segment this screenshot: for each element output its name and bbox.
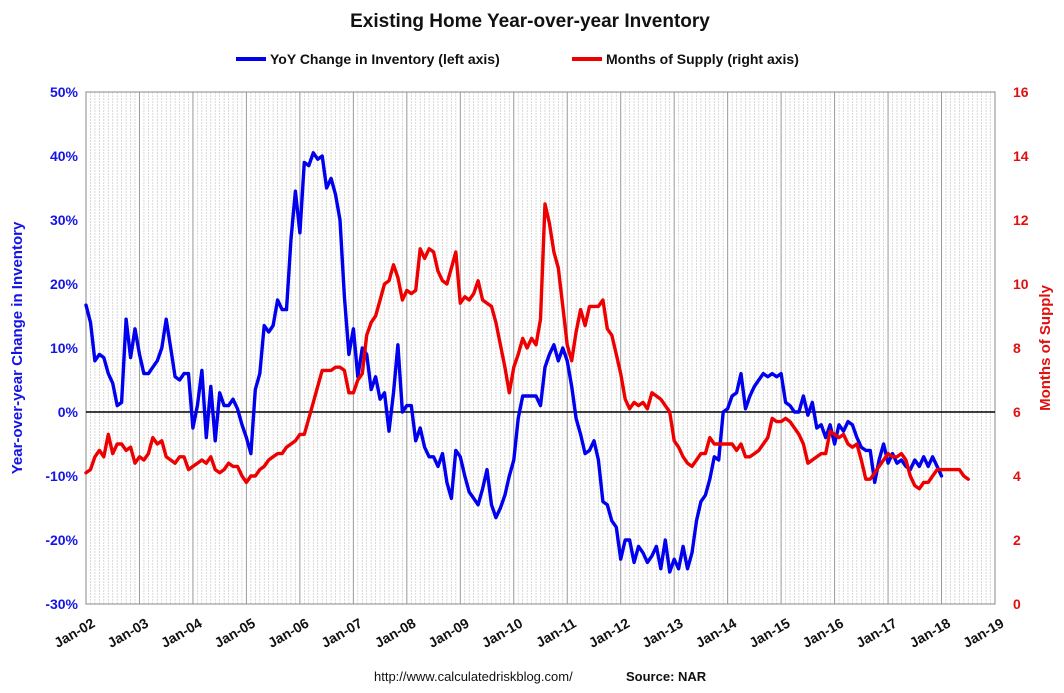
x-tick-label: Jan-15 xyxy=(746,615,793,651)
x-tick-label: Jan-12 xyxy=(586,615,633,651)
x-tick-label: Jan-09 xyxy=(425,615,472,651)
y-left-tick-label: 20% xyxy=(50,276,79,292)
series-line-months-supply xyxy=(84,202,970,491)
x-tick-label: Jan-05 xyxy=(211,615,258,651)
legend-label-yoy: YoY Change in Inventory (left axis) xyxy=(270,51,500,67)
y-right-tick-label: 14 xyxy=(1013,148,1029,164)
x-tick-label: Jan-11 xyxy=(533,615,579,651)
legend: YoY Change in Inventory (left axis) Mont… xyxy=(236,51,799,67)
series-layer xyxy=(84,151,970,574)
footer-source: Source: NAR xyxy=(626,669,707,684)
chart-title: Existing Home Year-over-year Inventory xyxy=(350,11,710,32)
y-right-tick-label: 2 xyxy=(1013,532,1021,548)
y-axis-left-label: Year-over-year Change in Inventory xyxy=(9,221,26,474)
y-right-tick-label: 10 xyxy=(1013,276,1029,292)
y-right-tick-label: 16 xyxy=(1013,84,1029,100)
x-axis-ticks: Jan-02 Jan-03 Jan-04 Jan-05 Jan-06 Jan-07 Jan-… xyxy=(51,615,1007,651)
y-left-tick-label: -30% xyxy=(45,596,78,612)
x-tick-label: Jan-04 xyxy=(158,615,205,651)
right-axis-ticks: 16 14 12 10 8 6 4 2 0 xyxy=(1013,84,1029,612)
y-right-tick-label: 12 xyxy=(1013,212,1029,228)
x-tick-label: Jan-03 xyxy=(105,615,152,651)
x-tick-label: Jan-19 xyxy=(960,615,1007,651)
y-right-tick-label: 6 xyxy=(1013,404,1021,420)
x-tick-label: Jan-17 xyxy=(853,615,900,651)
y-left-tick-label: -20% xyxy=(45,532,78,548)
plot-border xyxy=(85,91,996,605)
x-tick-label: Jan-06 xyxy=(265,615,312,651)
series-line-yoy xyxy=(84,151,944,574)
x-tick-label: Jan-16 xyxy=(800,615,847,651)
x-tick-label: Jan-02 xyxy=(51,615,98,651)
y-left-tick-label: 30% xyxy=(50,212,79,228)
x-tick-label: Jan-08 xyxy=(372,615,419,651)
y-left-tick-label: 10% xyxy=(50,340,79,356)
y-axis-right-label: Months of Supply xyxy=(1037,284,1054,410)
legend-label-mos: Months of Supply (right axis) xyxy=(606,51,799,67)
y-right-tick-label: 8 xyxy=(1013,340,1021,356)
y-left-tick-label: 0% xyxy=(58,404,79,420)
x-tick-label: Jan-18 xyxy=(907,615,954,651)
y-right-tick-label: 0 xyxy=(1013,596,1021,612)
footer-url: http://www.calculatedriskblog.com/ xyxy=(374,669,573,684)
y-right-tick-label: 4 xyxy=(1013,468,1021,484)
x-tick-label: Jan-10 xyxy=(479,615,526,651)
gridlines xyxy=(90,92,991,604)
x-tick-label: Jan-13 xyxy=(639,615,686,651)
left-axis-ticks: 50% 40% 30% 20% 10% 0% -10% -20% -30% xyxy=(45,84,78,612)
y-left-tick-label: -10% xyxy=(45,468,78,484)
y-left-tick-label: 40% xyxy=(50,148,79,164)
x-tick-label: Jan-14 xyxy=(693,615,740,651)
x-tick-label: Jan-07 xyxy=(318,615,365,651)
y-left-tick-label: 50% xyxy=(50,84,79,100)
